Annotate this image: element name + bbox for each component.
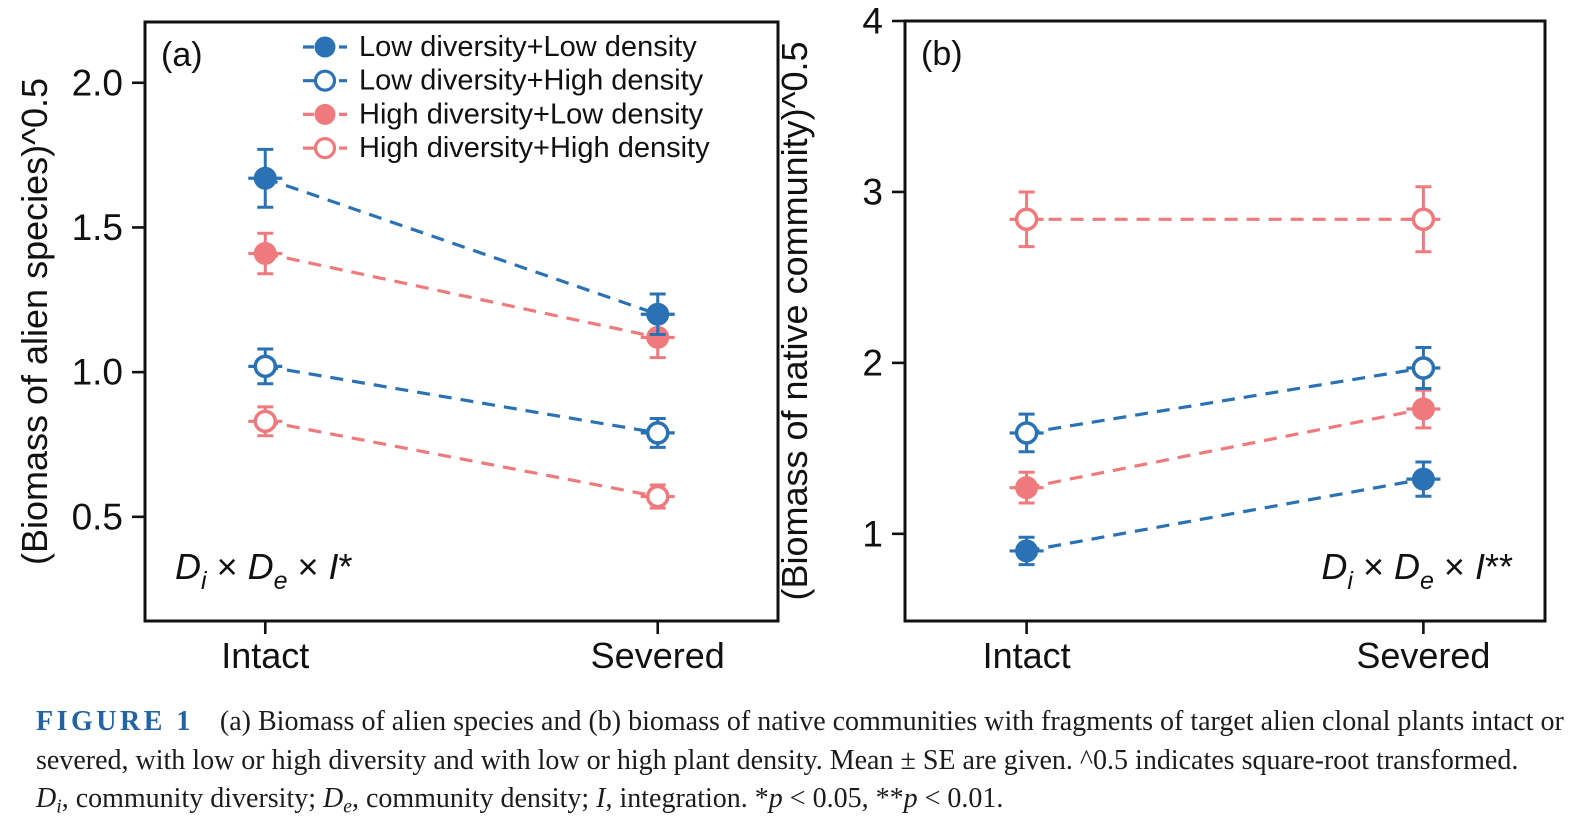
- plot-frame: [903, 19, 1547, 623]
- legend-marker-filled: [314, 103, 336, 125]
- panel-b: 1 2 3 4 (Biomass of native community)^0.5 Int…: [774, 1, 1547, 676]
- caption-segment: , community diversity;: [61, 783, 323, 814]
- series-line: [1026, 366, 1424, 435]
- y-axis-label: (Biomass of alien species)^0.5: [14, 78, 55, 565]
- caption-segment: < 0.01.: [917, 783, 1004, 814]
- caption-segment: D: [323, 783, 344, 814]
- legend-item: High diversity+Low density: [303, 98, 704, 130]
- marker-open-circle: [1411, 207, 1436, 232]
- series-points: [248, 147, 675, 337]
- legend-item: Low diversity+Low density: [303, 31, 697, 63]
- legend-item: High diversity+High density: [303, 132, 710, 164]
- series-points: [1009, 460, 1441, 567]
- y-tick-label: 1.5: [72, 207, 123, 248]
- marker-open-circle: [645, 421, 670, 445]
- series-points: [1009, 185, 1441, 254]
- panel-a: 0.5 1.0 1.5 2.0 (Biomass of alien species)^0…: [14, 20, 780, 676]
- y-axis-label: (Biomass of native community)^0.5: [774, 41, 815, 600]
- y-tick-label: 1.0: [72, 352, 123, 393]
- figure-number-label: FIGURE 1: [36, 706, 194, 737]
- series-line: [264, 176, 659, 316]
- x-tick-label: Intact: [221, 635, 309, 676]
- caption-segment: D: [36, 783, 57, 814]
- caption-segment: , community density;: [351, 783, 597, 814]
- marker-filled-circle: [1411, 467, 1435, 491]
- legend-marker-open: [313, 69, 337, 92]
- marker-filled-circle: [253, 241, 277, 265]
- caption-segment: , integration. *: [605, 783, 769, 814]
- y-tick-label: 4: [862, 1, 883, 42]
- x-tick-label: Severed: [591, 635, 725, 676]
- legend-marker-open: [313, 137, 337, 160]
- x-tick-label: Intact: [983, 635, 1071, 676]
- x-tick-label: Severed: [1356, 635, 1490, 676]
- stats-annotation: Di × De × I*: [175, 546, 353, 595]
- marker-open-circle: [1411, 356, 1436, 380]
- series-points: [248, 347, 675, 449]
- caption-segment: i: [56, 796, 62, 818]
- marker-filled-circle: [1015, 476, 1039, 500]
- caption-line-1: FIGURE 1 (a) Biomass of alien species and…: [36, 703, 1574, 742]
- y-tick-label: 2: [862, 342, 883, 383]
- legend-label: High diversity+High density: [359, 132, 710, 164]
- marker-filled-circle: [1015, 539, 1039, 563]
- panel-label: (b): [921, 35, 963, 73]
- marker-open-circle: [1014, 207, 1039, 232]
- y-tick-label: 3: [862, 171, 883, 212]
- stats-annotation: Di × De × I**: [1321, 546, 1513, 595]
- series-line: [1026, 407, 1424, 490]
- panel-label: (a): [161, 36, 203, 74]
- series-line: [265, 364, 658, 435]
- legend-item: Low diversity+High density: [303, 65, 704, 97]
- marker-open-circle: [253, 354, 278, 379]
- legend-marker-filled: [314, 36, 336, 58]
- series-points: [1009, 345, 1441, 454]
- legend-label: Low diversity+High density: [359, 65, 704, 97]
- marker-filled-circle: [1411, 397, 1435, 421]
- y-tick-label: 1: [862, 513, 883, 554]
- caption-segment: p: [903, 783, 918, 814]
- caption-line-2: severed, with low or high diversity and …: [36, 742, 1574, 781]
- caption-text-1: (a) Biomass of alien species and (b) bio…: [219, 706, 1564, 737]
- marker-filled-circle: [253, 166, 277, 190]
- caption-segment: I: [596, 783, 606, 814]
- series-line: [264, 419, 659, 499]
- caption-segment: < 0.05, **: [782, 783, 904, 814]
- marker-open-circle: [1014, 421, 1039, 445]
- plot-frame: [143, 20, 780, 623]
- caption-text-2: severed, with low or high diversity and …: [36, 744, 1519, 776]
- panels-svg: 0.5 1.0 1.5 2.0 (Biomass of alien species)^0…: [14, 1, 1547, 676]
- figure-caption: FIGURE 1 (a) Biomass of alien species and…: [36, 703, 1574, 827]
- series-points: [248, 405, 675, 510]
- series-points: [1009, 388, 1441, 505]
- caption-segment: p: [768, 783, 783, 814]
- legend-label: High diversity+Low density: [359, 98, 704, 130]
- marker-open-circle: [253, 409, 278, 434]
- caption-segment: e: [343, 796, 352, 818]
- series-line: [1026, 477, 1424, 553]
- marker-open-circle: [645, 484, 670, 509]
- y-tick-label: 0.5: [72, 496, 123, 537]
- y-tick-label: 2.0: [72, 62, 123, 103]
- marker-filled-circle: [646, 302, 670, 326]
- series-line: [264, 251, 659, 339]
- legend-label: Low diversity+Low density: [359, 31, 697, 63]
- caption-line-3: Di, community diversity; De, community d…: [36, 780, 1574, 827]
